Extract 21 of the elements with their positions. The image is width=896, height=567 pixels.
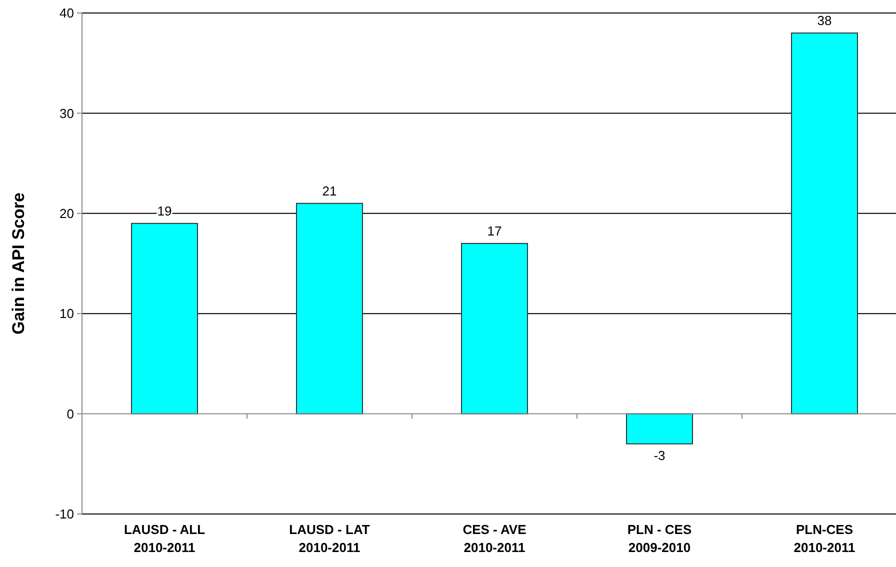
- y-axis-title: Gain in API Score: [9, 192, 28, 335]
- x-tick-label: LAUSD - ALL 2010-2011: [124, 522, 206, 555]
- bar: [791, 32, 858, 414]
- bar: [296, 202, 363, 414]
- data-label: -3: [654, 448, 666, 463]
- y-tick-label: 10: [60, 306, 74, 322]
- data-label: 38: [817, 13, 832, 28]
- bar: [131, 222, 198, 414]
- y-tick-label: 20: [60, 206, 74, 221]
- bar: [461, 242, 528, 414]
- x-tick-label: PLN-CES 2010-2011: [794, 522, 856, 555]
- y-tick-label: 30: [60, 106, 74, 121]
- bar: [626, 413, 693, 444]
- y-tick-label: 40: [60, 6, 74, 21]
- x-tick-label: PLN - CES 2009-2010: [627, 522, 692, 555]
- x-tick-label: CES - AVE 2010-2011: [462, 522, 527, 555]
- y-tick-label: -10: [55, 506, 74, 522]
- data-label: 17: [487, 223, 502, 238]
- x-tick-label: LAUSD - LAT 2010-2011: [289, 522, 370, 555]
- data-label: 21: [322, 183, 337, 198]
- y-tick-label: 0: [66, 406, 74, 422]
